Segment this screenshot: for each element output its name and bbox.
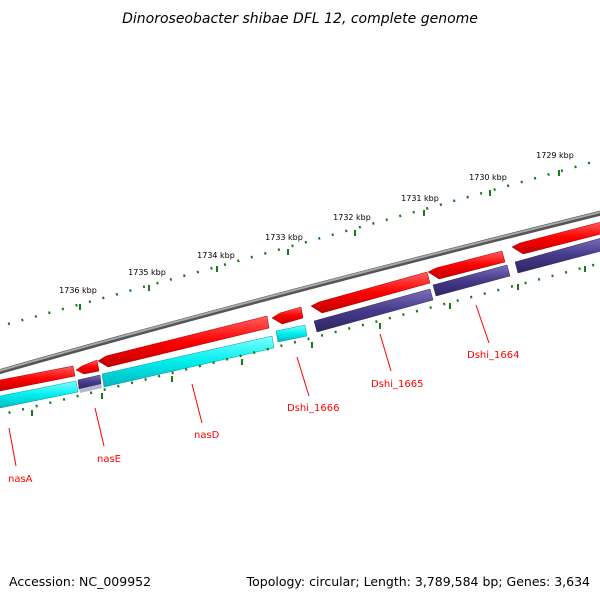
ruler-lower [0,262,600,417]
leader-nasD [191,383,203,424]
feature-cyan-dshi1666 [275,324,308,343]
gene-label-dshi1666: Dshi_1666 [287,403,339,414]
feature-grey-nasE [79,384,102,393]
genome-backbone-highlight [0,211,600,372]
feature-navy-dshi1664 [432,264,511,297]
gene-label-dshi1665: Dshi_1665 [371,379,423,390]
ruler-upper-labels: 1736 kbp 1735 kbp 1734 kbp 1733 kbp 1732… [59,151,574,295]
leader-nasA [8,427,17,467]
cds-track [0,222,600,392]
leader-nasE [94,407,105,447]
ruler-label-1735: 1735 kbp [128,268,166,277]
gene-label-nasE: nasE [97,454,121,465]
ruler-upper-dots [7,158,600,326]
gene-label-nasA: nasA [8,474,33,485]
gene-label-dshi1664: Dshi_1664 [467,350,519,361]
feature-cyan-nasD [101,335,275,388]
leader-dshi1665 [379,333,392,372]
ruler-label-1734: 1734 kbp [197,251,235,260]
feature-track [0,238,600,409]
leader-lines [8,304,490,467]
gene-labels: nasA nasE nasD Dshi_1666 Dshi_1665 Dshi_… [8,350,519,485]
ruler-upper [7,158,600,326]
ruler-label-1736: 1736 kbp [59,286,97,295]
cds-arrow-nasE [75,359,100,375]
feature-cyan-nasA [0,380,79,409]
cds-arrow-dshi1664 [427,250,506,280]
ruler-label-1731: 1731 kbp [401,194,439,203]
feature-navy-next [514,238,600,274]
gene-label-nasD: nasD [194,430,220,441]
leader-dshi1664 [475,304,490,344]
cds-arrow-next [511,222,600,255]
cds-arrow-nasA [0,365,76,392]
cds-arrow-dshi1665 [310,271,431,314]
map-title: Dinoroseobacter shibae DFL 12, complete … [122,11,478,27]
ruler-label-1729: 1729 kbp [536,151,574,160]
ruler-label-1730: 1730 kbp [469,173,507,182]
accession-text: Accession: NC_009952 [9,574,151,589]
ruler-label-1732: 1732 kbp [333,213,371,222]
leader-dshi1666 [296,356,310,397]
feature-navy-dshi1665 [313,288,434,333]
cds-arrow-nasD [97,315,270,368]
cds-arrow-dshi1666 [271,306,304,325]
genome-summary-text: Topology: circular; Length: 3,789,584 bp… [246,574,590,589]
ruler-label-1733: 1733 kbp [265,233,303,242]
